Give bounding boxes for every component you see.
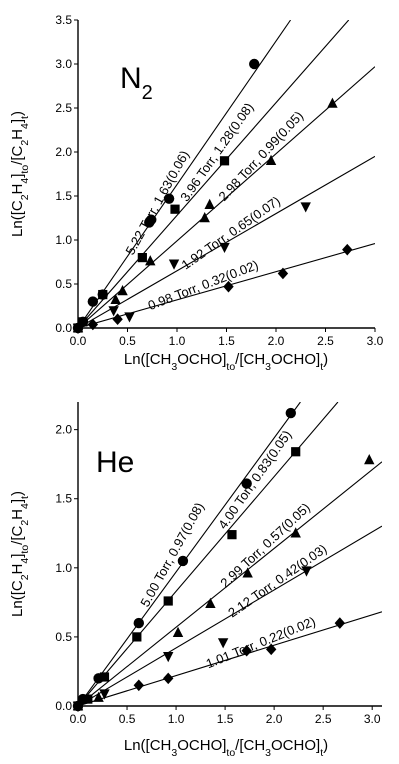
fit-label: 5.22 Torr, 1.63(0.06) <box>122 148 192 257</box>
data-point <box>163 652 173 662</box>
y-tick-label: 3.5 <box>55 13 72 27</box>
y-label-sub: to <box>19 165 31 174</box>
x-tick-label: 0.5 <box>119 712 136 726</box>
x-label-part: Ln([CH <box>124 351 172 368</box>
fit-label: 1.92 Torr, 0.65(0.07) <box>179 193 283 272</box>
x-tick-label: 1.5 <box>218 334 235 348</box>
data-point <box>110 294 120 304</box>
data-point <box>335 617 345 629</box>
fit-label: 2.12 Torr, 0.42(0.03) <box>225 541 329 620</box>
y-label-part: Ln([C <box>9 580 26 617</box>
data-point <box>138 253 147 262</box>
data-point <box>170 205 179 214</box>
y-tick-label: 2.0 <box>55 145 72 159</box>
y-label-part: H <box>9 509 26 520</box>
y-label-part: H <box>9 564 26 575</box>
y-label-part: /[C <box>9 145 26 164</box>
y-tick-label: 0.0 <box>55 699 72 713</box>
x-axis-label: Ln([CH3OCHO]to/[CH3OCHO]t) <box>124 737 328 759</box>
x-tick-label: 0.0 <box>70 712 87 726</box>
y-label-part: H <box>9 184 26 195</box>
x-label-part: Ln([CH <box>124 737 172 754</box>
x-tick-label: 2.0 <box>268 334 285 348</box>
fit-label: 0.98 Torr, 0.32(0.02) <box>146 257 260 313</box>
data-point <box>327 98 337 108</box>
gas-subscript: 2 <box>142 82 153 104</box>
x-label-part: OCHO] <box>177 737 226 754</box>
data-point <box>204 199 214 209</box>
y-tick-label: 1.5 <box>55 492 72 506</box>
y-label-part: ) <box>9 491 26 496</box>
y-tick-label: 0.5 <box>55 630 72 644</box>
y-tick-label: 0.0 <box>55 321 72 335</box>
data-point <box>286 408 296 418</box>
data-point <box>169 260 179 270</box>
fit-label: 4.00 Torr, 0.83(0.05) <box>215 427 294 531</box>
data-point <box>178 556 188 566</box>
x-tick-label: 0.0 <box>70 334 87 348</box>
data-point <box>98 290 107 299</box>
data-point <box>134 679 144 691</box>
data-point <box>278 268 288 280</box>
data-point <box>249 59 259 69</box>
y-label-part: H <box>9 129 26 140</box>
y-label-part: ) <box>9 111 26 116</box>
x-label-part: OCHO] <box>177 351 226 368</box>
x-label-part: /[CH <box>235 351 265 368</box>
x-axis-label: Ln([CH3OCHO]to/[CH3OCHO]t) <box>124 351 328 373</box>
x-tick-label: 1.5 <box>217 712 234 726</box>
data-point <box>132 632 141 641</box>
y-tick-label: 1.0 <box>55 233 72 247</box>
x-tick-label: 2.0 <box>266 712 283 726</box>
gas-name: N <box>120 62 142 95</box>
data-point <box>342 244 352 256</box>
panel-n2: 0.0 0.5 1.0 1.5 2.0 2.5 3.0 0.0 0.5 1.0 1.5 2.0 2.5 3… <box>9 13 384 373</box>
data-point <box>291 447 300 456</box>
x-label-part: /[CH <box>235 737 265 754</box>
y-label-sub: to <box>19 545 31 554</box>
fit-label: 5.00 Torr, 0.97(0.08) <box>137 500 207 609</box>
y-axis-label: Ln([C2H4]to/[C2H4]t) <box>9 491 31 617</box>
y-tick-label: 0.5 <box>55 277 72 291</box>
x-tick-label: 3.0 <box>364 712 381 726</box>
data-point <box>227 530 236 539</box>
x-tick-label: 1.0 <box>169 334 186 348</box>
data-point <box>364 454 374 464</box>
gas-label: He <box>96 446 134 479</box>
x-tick-label: 2.5 <box>315 712 332 726</box>
x-label-part: OCHO] <box>271 351 320 368</box>
fit-label: 3.96 Torr, 1.28(0.08) <box>177 100 256 204</box>
y-tick-label: 1.0 <box>55 561 72 575</box>
x-label-part: ) <box>323 737 328 754</box>
gas-name: He <box>96 446 134 479</box>
y-axis-label: Ln([C2H4]to/[C2H4]t) <box>9 111 31 237</box>
y-tick-label: 2.5 <box>55 101 72 115</box>
x-tick-label: 0.5 <box>119 334 136 348</box>
y-tick-label: 2.0 <box>55 423 72 437</box>
data-point <box>117 285 127 295</box>
y-label-part: /[C <box>9 525 26 544</box>
x-tick-label: 3.0 <box>367 334 384 348</box>
data-point <box>301 202 311 212</box>
data-point <box>164 596 173 605</box>
x-tick-label: 1.0 <box>168 712 185 726</box>
data-point <box>218 638 228 648</box>
panel-he: 0.0 0.5 1.0 1.5 2.0 2.5 3.0 0.0 0.5 1.0 1.5 2.0 He Ln… <box>9 402 382 759</box>
data-point <box>100 672 109 681</box>
gas-label: N2 <box>120 62 153 104</box>
x-label-sub: to <box>226 747 235 759</box>
x-tick-label: 2.5 <box>317 334 334 348</box>
y-label-part: Ln([C <box>9 200 26 237</box>
data-point <box>134 618 144 628</box>
data-point <box>88 296 98 306</box>
y-tick-label: 3.0 <box>55 57 72 71</box>
x-label-part: ) <box>323 351 328 368</box>
y-tick-label: 1.5 <box>55 189 72 203</box>
data-point <box>163 673 173 685</box>
x-label-sub: to <box>226 361 235 373</box>
x-label-part: OCHO] <box>271 737 320 754</box>
